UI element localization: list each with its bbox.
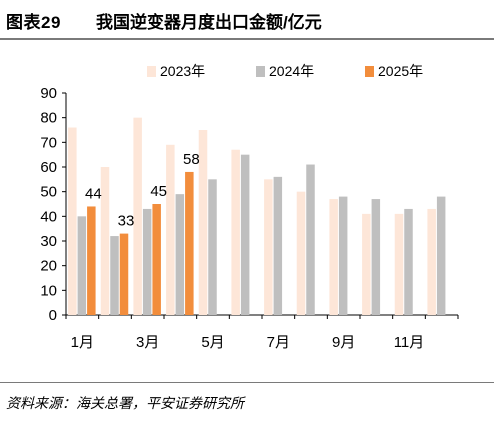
bar-2024年-3月: [142, 208, 152, 315]
bar-2023年-1月: [68, 127, 77, 316]
bar-2023年-10月: [362, 213, 371, 315]
bar-2025年-2月: [119, 233, 129, 315]
x-tick-label: 5月: [201, 334, 224, 351]
y-tick-label: 80: [40, 110, 57, 127]
y-tick-label: 0: [49, 307, 57, 324]
y-tick-label: 60: [40, 159, 57, 176]
y-tick-label: 50: [40, 184, 57, 201]
bar-2025年-4月: [185, 171, 194, 315]
x-tick-label: 11月: [394, 334, 425, 351]
legend-label: 2025年: [378, 63, 423, 79]
bar-2024年-4月: [175, 194, 185, 315]
bar-chart: 0 10 20 30 40 50 60 70 80 90 44 33 45 58 1月 3月 5月 7月 9月 11月…: [40, 63, 459, 351]
data-label: 33: [118, 213, 135, 230]
bar-2023年-5月: [198, 130, 208, 315]
bar-2023年-2月: [100, 167, 110, 315]
bar-2023年-11月: [394, 213, 404, 315]
x-tick-label: 1月: [71, 334, 94, 351]
bar-2024年-7月: [273, 176, 283, 315]
bar-2024年-2月: [110, 236, 119, 315]
figure-header: 图表29 我国逆变器月度出口金额/亿元: [0, 0, 494, 40]
bar-2023年-4月: [166, 144, 175, 315]
y-tick-label: 30: [40, 233, 57, 250]
x-tick-label: 9月: [332, 334, 355, 351]
figure-number: 图表29: [6, 13, 61, 32]
bar-2024年-6月: [240, 154, 250, 315]
bar-2024年-9月: [338, 196, 348, 315]
chart-title: 我国逆变器月度出口金额/亿元: [96, 13, 322, 32]
legend-swatch: [365, 66, 374, 77]
legend-label: 2024年: [269, 63, 314, 79]
figure-footer: 资料来源：海关总署，平安证券研究所: [0, 382, 494, 421]
x-tick-label: 7月: [267, 334, 290, 351]
bar-2024年-10月: [371, 199, 381, 315]
y-tick-label: 70: [40, 134, 57, 151]
data-label: 58: [183, 151, 200, 168]
y-tick-label: 20: [40, 258, 57, 275]
data-label: 44: [85, 185, 102, 202]
bar-2025年-1月: [87, 206, 96, 315]
bar-2023年-12月: [427, 208, 436, 315]
legend-label: 2023年: [160, 63, 205, 79]
y-tick-label: 90: [40, 85, 57, 102]
bar-2023年-3月: [133, 117, 142, 316]
source-note: 资料来源：海关总署，平安证券研究所: [6, 395, 244, 411]
bar-2023年-7月: [264, 179, 273, 315]
x-tick-label: 3月: [136, 334, 159, 351]
bar-2024年-5月: [208, 179, 217, 315]
y-tick-label: 40: [40, 208, 57, 225]
bar-2023年-9月: [329, 199, 338, 315]
bar-2024年-8月: [306, 164, 315, 315]
bar-2025年-3月: [152, 204, 161, 315]
bar-2024年-12月: [436, 196, 446, 315]
legend-swatch: [256, 66, 265, 77]
data-label: 45: [150, 183, 167, 200]
bar-2023年-8月: [296, 191, 306, 315]
bar-2024年-11月: [404, 208, 413, 315]
bar-2023年-6月: [231, 149, 240, 315]
y-tick-label: 10: [40, 282, 57, 299]
legend-swatch: [147, 66, 156, 77]
bar-2024年-1月: [77, 216, 87, 315]
